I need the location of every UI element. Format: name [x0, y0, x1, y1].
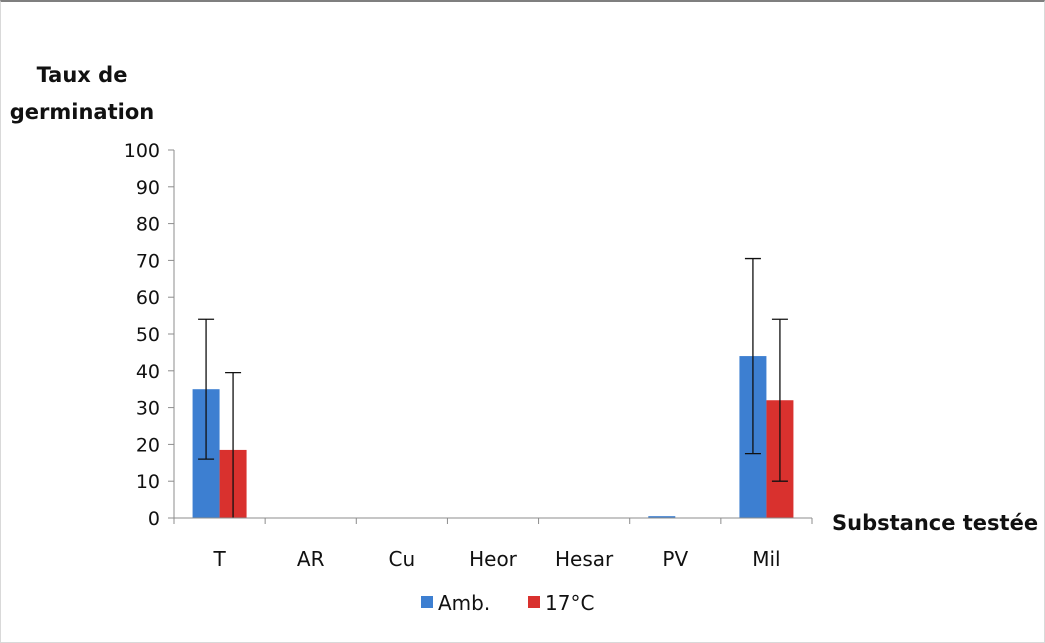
y-tick-label: 50: [136, 324, 160, 346]
legend-swatch-17°C: [528, 596, 540, 608]
x-category-label: AR: [297, 547, 325, 571]
x-category-label: PV: [662, 547, 688, 571]
y-tick-label: 90: [136, 177, 160, 199]
y-tick-label: 60: [136, 287, 160, 309]
x-category-label: Hesar: [555, 547, 614, 571]
x-axis: T AR Cu Heor Hesar PV Mil: [173, 517, 813, 571]
y-tick-label: 10: [136, 471, 160, 493]
bar-Amb.-PV: [648, 516, 676, 518]
x-axis-label: Substance testée: [832, 511, 1038, 535]
x-category-label: Heor: [469, 547, 518, 571]
y-tick-label: 20: [136, 434, 160, 456]
y-tick-label: 100: [124, 140, 160, 162]
y-tick-label: 0: [148, 508, 160, 530]
legend-label: Amb.: [438, 591, 490, 615]
legend-label: 17°C: [545, 591, 594, 615]
x-category-label: T: [212, 547, 226, 571]
bars: [192, 356, 794, 518]
y-tick-label: 80: [136, 214, 160, 236]
y-axis-label-line-1: Taux de: [37, 63, 128, 87]
x-category-label: Cu: [389, 547, 416, 571]
y-tick-label: 70: [136, 250, 160, 272]
error-bars: [198, 257, 788, 518]
legend-swatch-Amb.: [421, 596, 433, 608]
y-tick-label: 40: [136, 361, 160, 383]
legend: Amb. 17°C: [421, 591, 594, 615]
y-tick-label: 30: [136, 398, 160, 420]
y-axis-label-line-2: germination: [10, 100, 154, 124]
y-axis: 0 10 20 30 40 50 60 70 80 90 100: [124, 140, 175, 530]
x-category-label: Mil: [752, 547, 780, 571]
